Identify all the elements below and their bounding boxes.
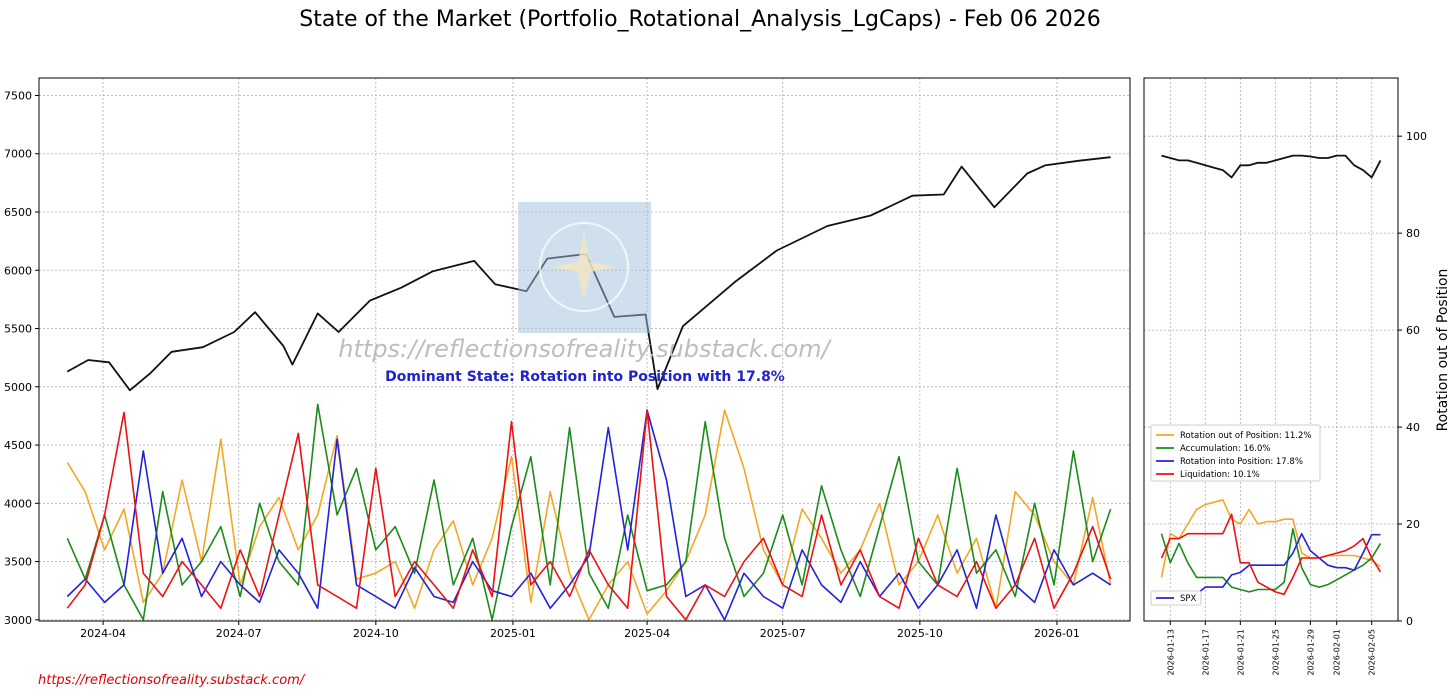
legend-label: Rotation out of Position: 11.2% — [1180, 431, 1311, 441]
zoom-y-tick-label: 20 — [1406, 518, 1420, 531]
legend-label: Liquidation: 10.1% — [1180, 470, 1260, 480]
zoom-x-tick-label: 2026-01-17 — [1201, 629, 1210, 676]
x-tick-label: 2024-04 — [80, 627, 126, 640]
legend-spx-box — [1150, 590, 1202, 606]
main-plot-area — [39, 78, 1130, 621]
y-tick-label: 4500 — [4, 439, 32, 452]
zoom-x-tick-label: 2026-01-25 — [1271, 629, 1280, 676]
zoom-x-tick-label: 2026-02-05 — [1368, 629, 1377, 676]
zoom-y-tick-label: 100 — [1406, 130, 1427, 143]
watermark-compass-icon — [550, 232, 618, 302]
x-tick-label: 2025-07 — [760, 627, 806, 640]
zoom-series-line-liquidation — [1160, 513, 1382, 596]
zoom-frame — [1143, 77, 1399, 622]
x-tick-label: 2025-10 — [897, 627, 943, 640]
zoom-x-tick-label: 2026-01-21 — [1236, 629, 1245, 676]
zoom-plot-area — [1144, 78, 1398, 621]
y-tick-label: 3000 — [4, 614, 32, 627]
y-tick-label: 6500 — [4, 206, 32, 219]
main-panel: 3000 3500 4000 4500 5000 5500 6000 6500 7000 7500… — [4, 77, 1131, 640]
y-tick-label: 7500 — [4, 89, 32, 102]
legend-label: Rotation into Position: 17.8% — [1180, 457, 1303, 467]
zoom-y-axis-label: Rotation out of Position — [1435, 269, 1451, 432]
zoom-x-tick-label: 2026-01-13 — [1166, 629, 1175, 676]
y-tick-label: 5500 — [4, 323, 32, 336]
y-tick-label: 4000 — [4, 497, 32, 510]
x-tick-label: 2026-01 — [1034, 627, 1080, 640]
y-tick-label: 3500 — [4, 556, 32, 569]
main-frame — [38, 77, 1131, 622]
y-tick-label: 7000 — [4, 148, 32, 161]
chart-title: State of the Market (Portfolio_Rotationa… — [299, 7, 1100, 32]
zoom-x-tick-label: 2026-02-01 — [1333, 629, 1342, 676]
legend-label: Accumulation: 16.0% — [1180, 444, 1271, 454]
y-tick-label: 5000 — [4, 381, 32, 394]
legend-spx: SPX — [1150, 590, 1202, 606]
legend: Rotation out of Position: 11.2% Accumulat… — [1150, 424, 1321, 482]
legend-spx-label: SPX — [1180, 594, 1197, 604]
dominant-state-annotation: Dominant State: Rotation into Position w… — [385, 369, 785, 385]
x-tick-label: 2025-04 — [624, 627, 670, 640]
watermark-logo-ring — [539, 222, 629, 312]
watermark-text: https://reflectionsofreality.substack.co… — [338, 335, 832, 363]
footer-link[interactable]: https://reflectionsofreality.substack.co… — [38, 673, 305, 688]
y-tick-label: 6000 — [4, 264, 32, 277]
legend-box — [1150, 424, 1321, 482]
x-tick-label: 2024-10 — [353, 627, 399, 640]
zoom-y-tick-label: 60 — [1406, 324, 1420, 337]
zoom-series-line-spx — [1161, 154, 1382, 179]
x-tick-label: 2025-01 — [490, 627, 536, 640]
zoom-panel: 0 20 40 60 80 100 2026-01-13 2026-01-17 2026-01-… — [1143, 77, 1451, 676]
series-line-liquidation — [66, 409, 1112, 621]
zoom-y-tick-label: 80 — [1406, 227, 1420, 240]
zoom-series-line-rotation-out-of-position — [1160, 498, 1381, 578]
zoom-x-tick-label: 2026-01-29 — [1306, 629, 1315, 676]
x-tick-label: 2024-07 — [216, 627, 262, 640]
zoom-y-tick-label: 40 — [1406, 421, 1420, 434]
zoom-y-tick-label: 0 — [1406, 615, 1413, 628]
